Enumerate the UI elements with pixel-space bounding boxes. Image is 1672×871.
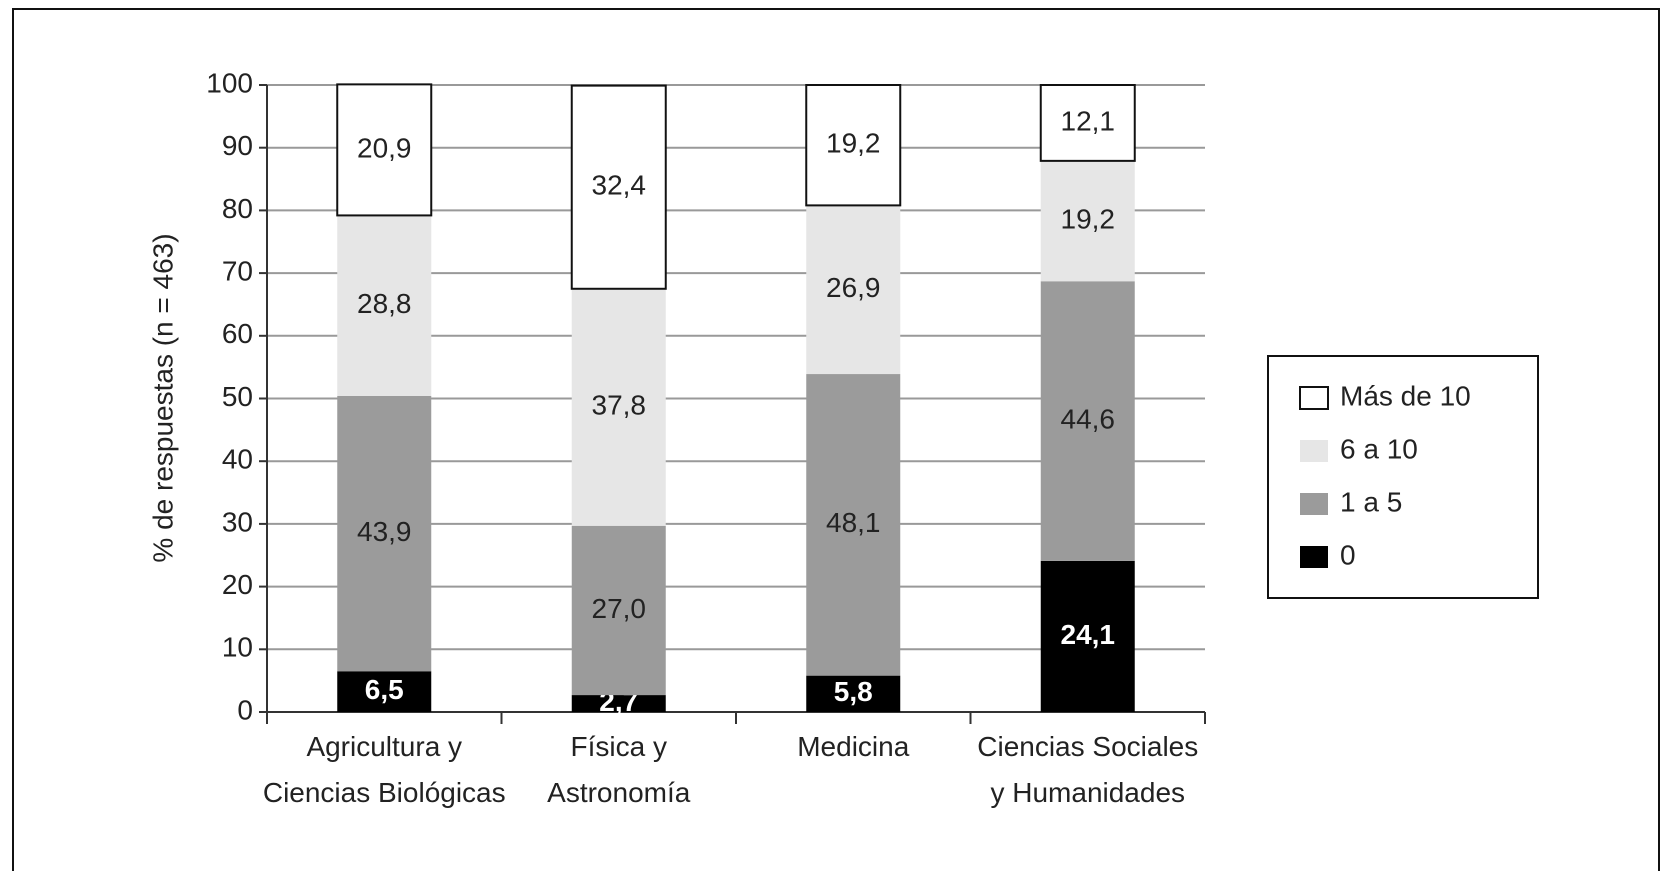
- bar-segment: [337, 671, 432, 712]
- bar-segment: [1040, 560, 1135, 712]
- data-label: 32,4: [592, 170, 647, 201]
- y-tick-label: 30: [222, 506, 253, 537]
- data-label: 20,9: [357, 132, 412, 163]
- legend-label: 1 a 5: [1340, 486, 1402, 517]
- data-label: 24,1: [1061, 619, 1116, 650]
- bar-segment: [337, 395, 432, 672]
- legend-label: 6 a 10: [1340, 433, 1418, 464]
- bar-segment: [336, 83, 433, 217]
- bar-segment: [571, 695, 666, 712]
- y-tick-label: 0: [237, 694, 253, 725]
- data-label: 19,2: [826, 128, 881, 159]
- bar-segment: [571, 288, 666, 526]
- legend-swatch: [1300, 546, 1328, 568]
- x-tick-label: Medicina: [797, 731, 910, 762]
- data-label: 6,5: [365, 674, 404, 705]
- y-tick-label: 40: [222, 444, 253, 475]
- y-tick-label: 70: [222, 255, 253, 286]
- x-tick-label: Ciencias Sociales y Humanidades: [977, 731, 1199, 808]
- y-tick-label: 20: [222, 569, 253, 600]
- data-label: 28,8: [357, 288, 412, 319]
- y-tick-label: 50: [222, 381, 253, 412]
- legend-label: Más de 10: [1340, 380, 1471, 411]
- data-label: 44,6: [1061, 403, 1116, 434]
- bar-segment: [806, 675, 901, 712]
- y-tick-label: 100: [206, 67, 253, 98]
- bar-segment: [805, 84, 902, 207]
- x-tick-label: Agricultura y Ciencias Biológicas: [262, 731, 506, 808]
- legend-swatch: [1300, 440, 1328, 462]
- data-label: 26,9: [826, 272, 881, 303]
- legend-swatch: [1299, 386, 1329, 410]
- bar-segment: [571, 525, 666, 696]
- y-tick-label: 60: [222, 318, 253, 349]
- data-label: 48,1: [826, 507, 881, 538]
- data-label: 37,8: [592, 390, 647, 421]
- y-tick-label: 90: [222, 130, 253, 161]
- bar-segment: [1039, 84, 1136, 162]
- data-label: 5,8: [834, 676, 873, 707]
- bar-segment: [1040, 160, 1135, 282]
- data-label: 43,9: [357, 516, 412, 547]
- legend-swatch: [1300, 493, 1328, 515]
- bar-segment: [806, 374, 901, 676]
- y-axis-label: % de respuestas (n = 463): [147, 233, 178, 562]
- data-label: 27,0: [592, 593, 647, 624]
- data-label: 19,2: [1061, 203, 1116, 234]
- legend-label: 0: [1340, 539, 1356, 570]
- y-tick-label: 10: [222, 632, 253, 663]
- frame: [12, 8, 1660, 871]
- x-tick-label: Física y Astronomía: [547, 731, 691, 808]
- bar-segment: [806, 205, 901, 375]
- bar-segment: [337, 215, 432, 396]
- y-tick-label: 80: [222, 193, 253, 224]
- bar-segment: [1040, 281, 1135, 561]
- data-label: 12,1: [1061, 105, 1116, 136]
- bar-segment: [570, 84, 667, 290]
